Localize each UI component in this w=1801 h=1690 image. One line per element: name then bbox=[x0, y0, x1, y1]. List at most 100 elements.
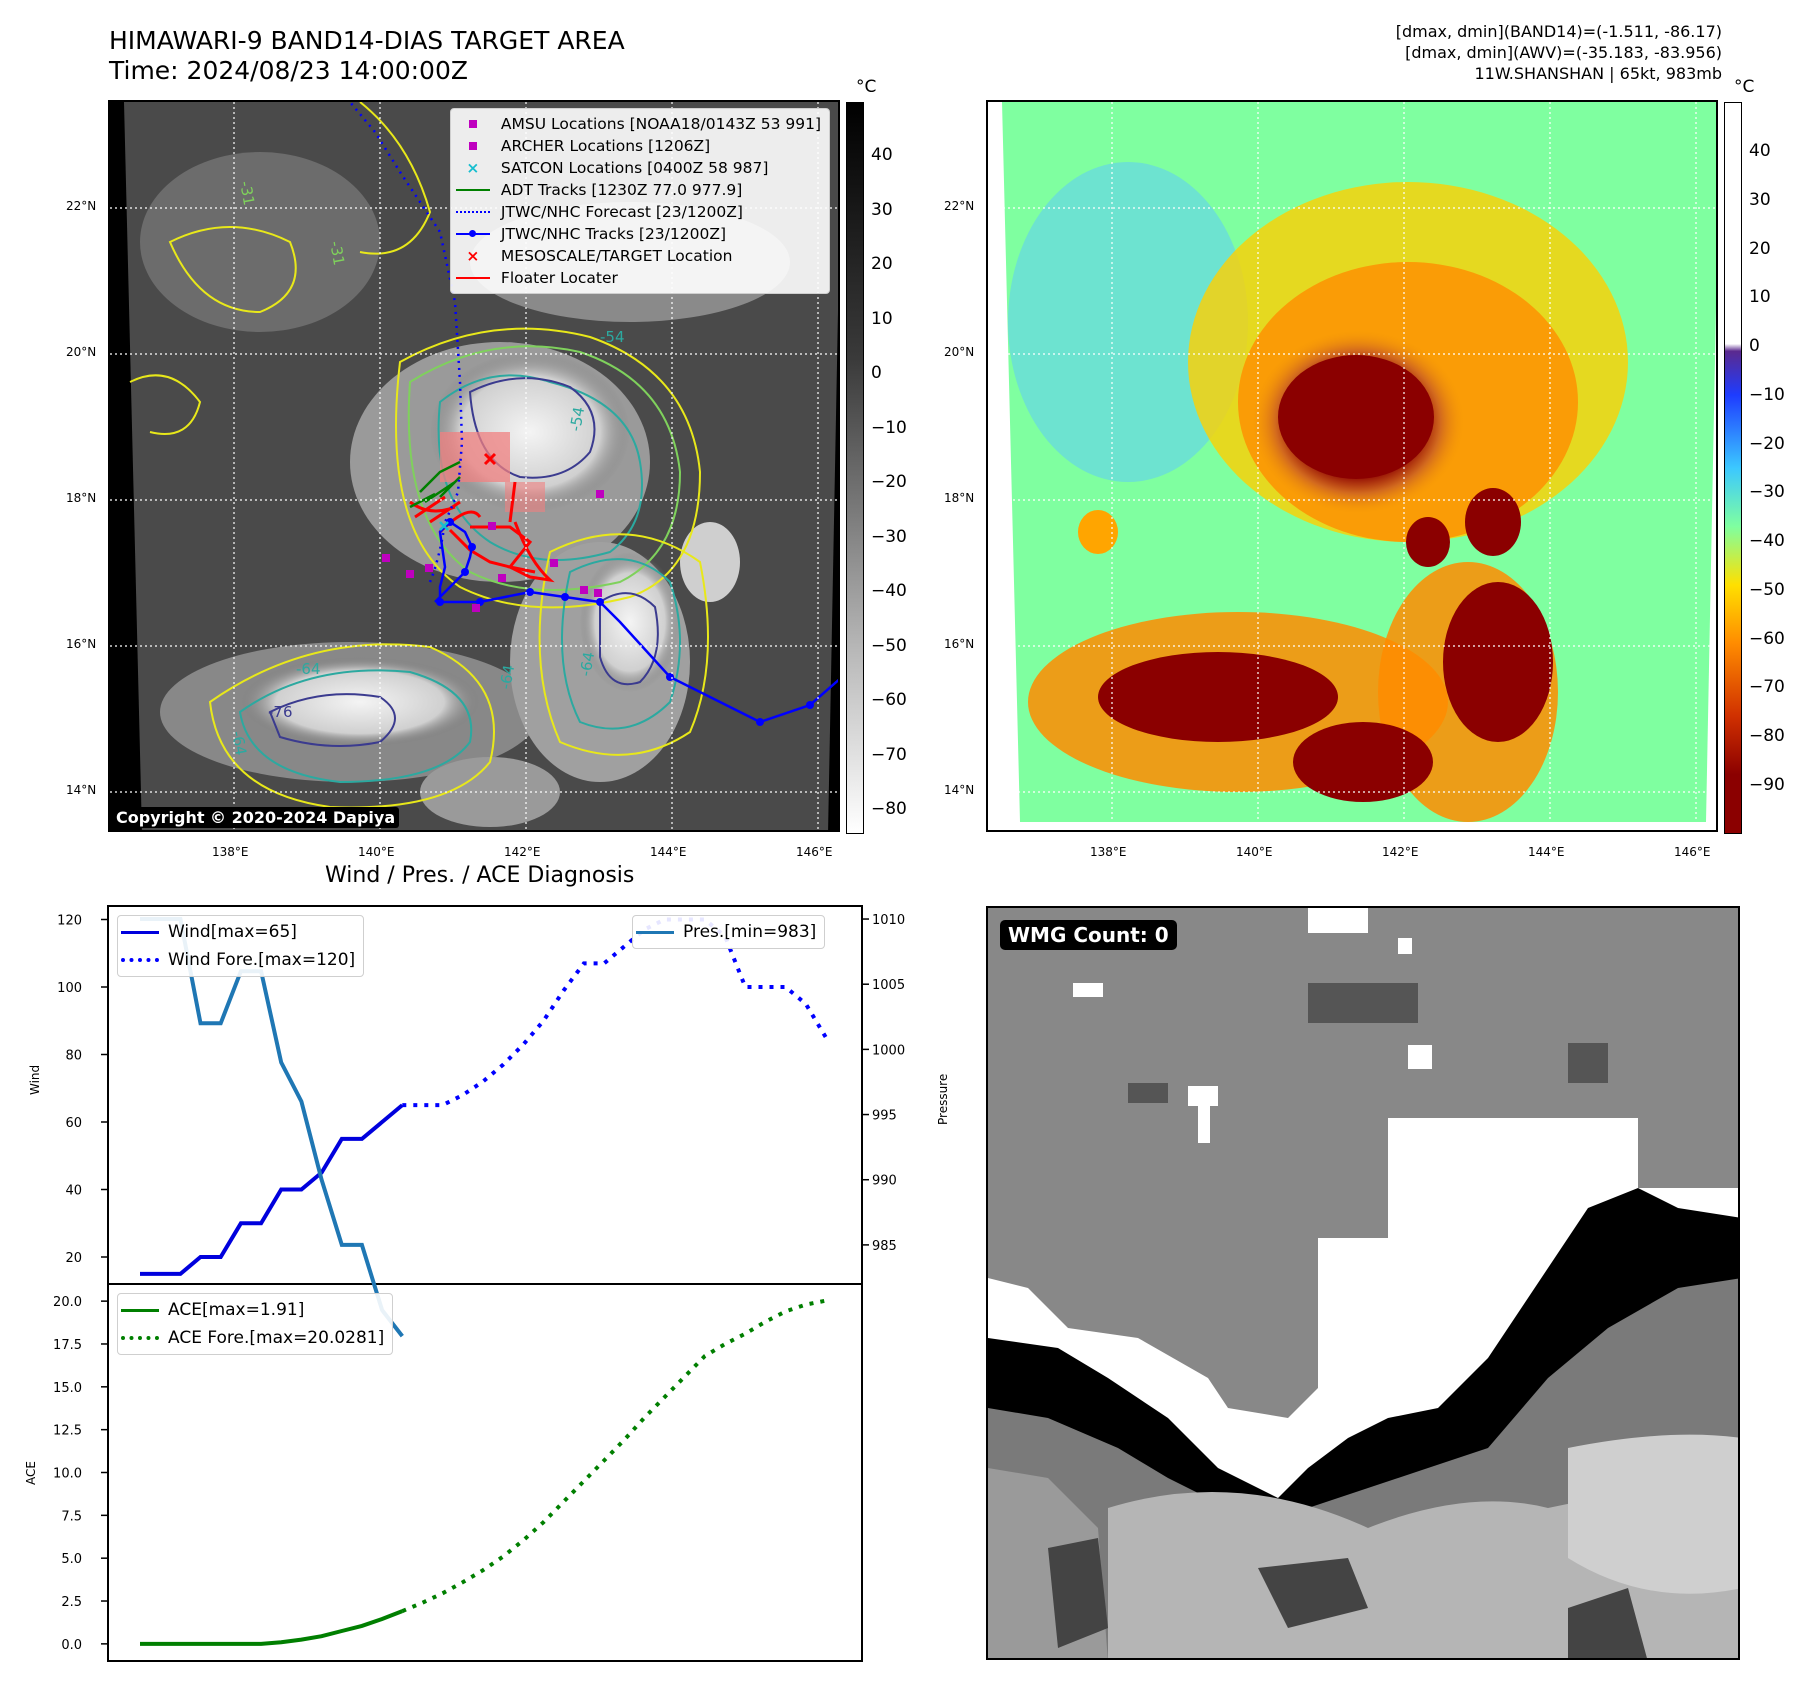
ace-tick: 20.0 bbox=[53, 1295, 82, 1310]
colorbar-tick: −30 bbox=[871, 526, 907, 547]
lat-label: 20°N bbox=[944, 345, 975, 359]
pressure-legend: Pres.[min=983] bbox=[632, 915, 826, 949]
legend-item-wind: Wind[max=65] bbox=[120, 918, 355, 946]
colorbar-tick: −50 bbox=[871, 635, 907, 656]
colorbar-tick: 0 bbox=[871, 363, 882, 383]
colorbar-tick: −80 bbox=[1749, 726, 1785, 747]
legend-item-ace-fore: ACE Fore.[max=20.0281] bbox=[120, 1324, 384, 1352]
x-icon: × bbox=[466, 159, 480, 177]
ace-tick: 0.0 bbox=[61, 1638, 82, 1653]
wmg-count-badge: WMG Count: 0 bbox=[1000, 920, 1177, 950]
colorbar-tick: −30 bbox=[1749, 482, 1785, 503]
colorbar-tick: −70 bbox=[1749, 677, 1785, 698]
info-band14: [dmax, dmin](BAND14)=(-1.511, -86.17) bbox=[1395, 22, 1722, 41]
wind-tick: 40 bbox=[65, 1184, 82, 1199]
contour-label: -31 bbox=[236, 180, 258, 207]
lat-label: 22°N bbox=[66, 199, 97, 213]
legend-item-target: × MESOSCALE/TARGET Location bbox=[453, 245, 821, 267]
colorbar-tick: −40 bbox=[871, 581, 907, 601]
square-icon bbox=[453, 120, 493, 128]
colorbar-unit: °C bbox=[856, 77, 877, 97]
dotted-line-icon bbox=[453, 211, 493, 213]
colorbar-tick: 10 bbox=[871, 308, 893, 329]
legend-item-adt: ADT Tracks [1230Z 77.0 977.9] bbox=[453, 179, 821, 201]
colorbar-tick: −80 bbox=[871, 799, 907, 819]
pressure-tick: 1010 bbox=[872, 913, 905, 928]
color-colorbar bbox=[1724, 102, 1742, 834]
lat-label: 18°N bbox=[66, 491, 97, 505]
legend-item-floater: Floater Locater bbox=[453, 267, 821, 289]
info-storm: 11W.SHANSHAN | 65kt, 983mb bbox=[1474, 64, 1722, 83]
legend-item-pressure: Pres.[min=983] bbox=[635, 918, 816, 946]
lat-label: 18°N bbox=[944, 491, 975, 505]
wmg-panel: WMG Count: 0 bbox=[986, 906, 1740, 1660]
line-icon bbox=[120, 930, 160, 934]
colorbar-tick: −40 bbox=[1749, 531, 1785, 552]
legend-item-wind-fore: Wind Fore.[max=120] bbox=[120, 946, 355, 974]
lon-label: 144°E bbox=[1528, 845, 1565, 859]
series-line-ace-forecast bbox=[401, 1298, 827, 1613]
colorbar-tick: 40 bbox=[871, 145, 893, 165]
lon-label: 138°E bbox=[212, 845, 249, 859]
lon-label: 146°E bbox=[796, 845, 833, 859]
ace-tick: 7.5 bbox=[61, 1509, 82, 1524]
colorbar-tick: −70 bbox=[871, 744, 907, 765]
colorbar-tick: −90 bbox=[1749, 775, 1785, 795]
lat-label: 16°N bbox=[944, 637, 975, 651]
lon-label: 142°E bbox=[1382, 845, 1419, 859]
wind-axis-label: Wind bbox=[28, 1064, 42, 1095]
colorbar-tick: −10 bbox=[871, 417, 907, 438]
lon-label: 140°E bbox=[1236, 845, 1273, 859]
contour-label: -64 bbox=[228, 730, 250, 757]
lon-label: 138°E bbox=[1090, 845, 1127, 859]
contour-label: -76 bbox=[268, 703, 293, 721]
dotted-line-icon bbox=[120, 958, 160, 962]
ace-axis-label: ACE bbox=[24, 1461, 38, 1485]
pressure-tick: 1000 bbox=[872, 1043, 905, 1058]
wind-tick: 100 bbox=[57, 981, 82, 996]
lat-label: 20°N bbox=[66, 345, 97, 359]
contour-label: -64 bbox=[496, 663, 518, 690]
contour-label: -54 bbox=[566, 405, 588, 432]
ace-tick: 2.5 bbox=[61, 1595, 82, 1610]
pressure-tick: 1005 bbox=[872, 978, 905, 993]
lat-label: 14°N bbox=[944, 783, 975, 797]
wind-tick: 120 bbox=[57, 914, 82, 929]
line-icon bbox=[120, 1308, 160, 1312]
ir-map-panel: -31 -31 -54 -64 -64 -76 -64 -64 -54 bbox=[108, 100, 840, 832]
pressure-tick: 995 bbox=[872, 1109, 897, 1124]
ace-legend: ACE[max=1.91] ACE Fore.[max=20.0281] bbox=[117, 1293, 394, 1355]
pressure-axis-label: Pressure bbox=[936, 1073, 950, 1125]
enhanced-ir-panel bbox=[986, 100, 1718, 832]
legend-item-tracks: JTWC/NHC Tracks [23/1200Z] bbox=[453, 223, 821, 245]
ace-tick: 10.0 bbox=[53, 1467, 82, 1482]
wind-tick: 60 bbox=[65, 1116, 82, 1131]
colorbar-tick: −50 bbox=[1749, 579, 1785, 600]
colorbar-unit: °C bbox=[1734, 77, 1755, 97]
legend-item-amsu: AMSU Locations [NOAA18/0143Z 53 991] bbox=[453, 113, 821, 135]
legend-item-archer: ARCHER Locations [1206Z] bbox=[453, 135, 821, 157]
lon-label: 146°E bbox=[1674, 845, 1711, 859]
ace-tick: 5.0 bbox=[61, 1552, 82, 1567]
lat-label: 16°N bbox=[66, 637, 97, 651]
series-line-pres bbox=[140, 917, 404, 1338]
copyright: Copyright © 2020-2024 Dapiya bbox=[112, 807, 400, 828]
square-icon bbox=[453, 142, 493, 150]
enhanced-ir-image bbox=[988, 102, 1716, 830]
colorbar-tick: 0 bbox=[1749, 336, 1760, 357]
line-icon bbox=[635, 930, 675, 934]
colorbar-tick: −60 bbox=[871, 690, 907, 710]
lon-label: 144°E bbox=[650, 845, 687, 859]
line-icon bbox=[453, 189, 493, 191]
contour-label: -64 bbox=[576, 650, 598, 677]
wmg-image bbox=[988, 908, 1738, 1658]
ace-tick: 12.5 bbox=[53, 1424, 82, 1439]
diag-title: Wind / Pres. / ACE Diagnosis bbox=[325, 863, 635, 888]
colorbar-tick: 20 bbox=[871, 254, 893, 274]
x-icon: × bbox=[466, 247, 480, 265]
lat-label: 14°N bbox=[66, 783, 97, 797]
dotted-line-icon bbox=[120, 1336, 160, 1340]
colorbar-tick: −10 bbox=[1749, 384, 1785, 405]
colorbar-tick: −20 bbox=[1749, 433, 1785, 454]
pressure-tick: 990 bbox=[872, 1174, 897, 1189]
